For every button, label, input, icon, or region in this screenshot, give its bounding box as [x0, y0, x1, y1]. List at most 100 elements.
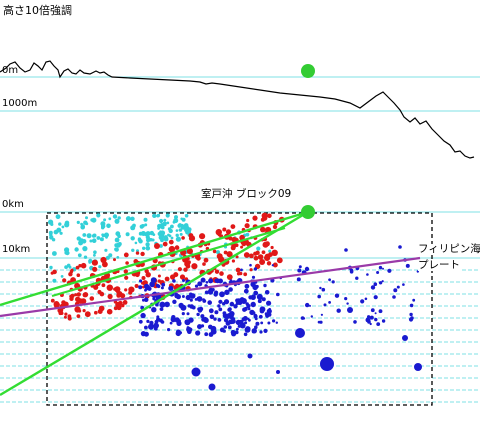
earthquake-deep-point — [223, 325, 228, 329]
earthquake-deep-point — [382, 267, 384, 270]
earthquake-middle-point — [225, 229, 232, 235]
earthquake-deep-point — [334, 293, 340, 298]
earthquake-middle-point — [259, 260, 265, 265]
earthquake-deep-point — [213, 330, 216, 334]
earthquake-deep-point — [196, 296, 200, 300]
earthquake-shallow-point — [159, 230, 162, 233]
earthquake-middle-point — [78, 309, 82, 313]
earthquake-middle-point — [253, 255, 259, 261]
earthquake-middle-point — [154, 243, 160, 249]
earthquake-deep-point — [204, 290, 209, 295]
earthquake-shallow-point — [85, 216, 88, 220]
profile-position-marker — [301, 64, 315, 78]
earthquake-deep-point — [317, 294, 322, 299]
earthquake-middle-point — [214, 269, 220, 274]
earthquake-middle-point — [271, 249, 278, 256]
earthquake-deep-point — [250, 301, 256, 308]
earthquake-deep-point — [179, 331, 183, 335]
earthquake-deep-point — [207, 300, 212, 305]
earthquake-deep-point — [304, 266, 310, 272]
earthquake-deep-point — [150, 324, 154, 329]
earthquake-middle-point — [80, 298, 87, 305]
earthquake-deep-point — [191, 305, 196, 310]
earthquake-deep-point — [237, 324, 241, 328]
earthquake-deep-point — [244, 283, 250, 289]
earthquake-middle-point — [266, 261, 272, 266]
earthquake-deep-point — [376, 271, 380, 274]
earthquake-deep-point — [410, 316, 414, 320]
earthquake-deep-point — [161, 282, 166, 287]
depth-label-0km: 0km — [2, 199, 24, 210]
earthquake-deep-point — [139, 279, 143, 283]
earthquake-shallow-point — [137, 237, 142, 241]
earthquake-shallow-point — [141, 224, 145, 228]
earthquake-deep-point — [223, 299, 230, 305]
earthquake-middle-point — [212, 249, 217, 254]
earthquake-deep-point — [229, 311, 235, 317]
earthquake-middle-point — [91, 259, 98, 266]
plate-label-line1: フィリピン海 — [418, 243, 480, 255]
earthquake-large-point — [320, 357, 334, 371]
earthquake-deep-point — [387, 268, 392, 273]
earthquake-deep-point — [187, 304, 191, 308]
earthquake-deep-point — [218, 299, 223, 304]
earthquake-deep-point — [146, 319, 150, 323]
depth-label-10km: 10km — [2, 244, 31, 255]
earthquake-deep-point — [144, 283, 150, 289]
earthquake-shallow-point — [136, 249, 139, 253]
earthquake-shallow-point — [93, 250, 97, 254]
earthquake-deep-point — [251, 328, 257, 334]
earthquake-deep-point — [225, 321, 231, 326]
earthquake-deep-point — [197, 324, 202, 330]
earthquake-large-point — [295, 328, 305, 338]
earthquake-shallow-point — [76, 220, 80, 224]
earthquake-shallow-point — [114, 243, 119, 248]
earthquake-shallow-point — [106, 223, 111, 229]
earthquake-middle-point — [82, 309, 86, 313]
earthquake-middle-point — [82, 292, 88, 298]
earthquake-deep-point — [349, 270, 354, 274]
earthquake-deep-point — [344, 248, 348, 252]
earthquake-middle-point — [128, 290, 133, 295]
earthquake-shallow-point — [115, 219, 120, 224]
earthquake-deep-point — [252, 311, 256, 315]
earthquake-middle-point — [230, 224, 236, 230]
earthquake-shallow-point — [180, 217, 183, 221]
earthquake-deep-point — [272, 319, 276, 323]
earthquake-shallow-point — [173, 218, 179, 224]
earthquake-middle-point — [60, 311, 64, 315]
earthquake-middle-point — [238, 271, 243, 276]
earthquake-shallow-point — [86, 233, 92, 239]
earthquake-deep-point — [374, 317, 378, 322]
earthquake-deep-point — [233, 304, 238, 309]
earthquake-deep-point — [160, 286, 164, 290]
earthquake-deep-point — [154, 323, 158, 327]
earthquake-shallow-point — [52, 251, 57, 256]
earthquake-deep-point — [256, 293, 263, 300]
earthquake-deep-point — [236, 327, 239, 331]
earthquake-deep-point — [353, 320, 357, 324]
earthquake-shallow-point — [184, 225, 190, 231]
earthquake-deep-point — [159, 301, 166, 308]
earthquake-deep-point — [248, 295, 253, 300]
earthquake-middle-point — [232, 243, 237, 248]
earthquake-deep-point — [276, 292, 280, 297]
earthquake-deep-point — [317, 320, 321, 324]
earthquake-middle-point — [98, 305, 105, 312]
earthquake-shallow-point — [105, 255, 110, 260]
earthquake-deep-point — [144, 325, 148, 330]
earthquake-deep-point — [409, 312, 413, 317]
earthquake-middle-point — [94, 310, 98, 315]
earthquake-shallow-point — [131, 248, 135, 252]
earthquake-middle-point — [264, 254, 271, 261]
earthquake-deep-point — [360, 299, 365, 304]
earthquake-deep-point — [328, 301, 331, 304]
earthquake-middle-point — [74, 293, 78, 297]
earthquake-shallow-point — [170, 236, 174, 240]
earthquake-middle-point — [106, 284, 114, 291]
earthquake-deep-point — [231, 331, 237, 337]
earthquake-deep-point — [143, 297, 149, 303]
earthquake-middle-point — [231, 259, 235, 263]
earthquake-middle-point — [249, 268, 253, 272]
